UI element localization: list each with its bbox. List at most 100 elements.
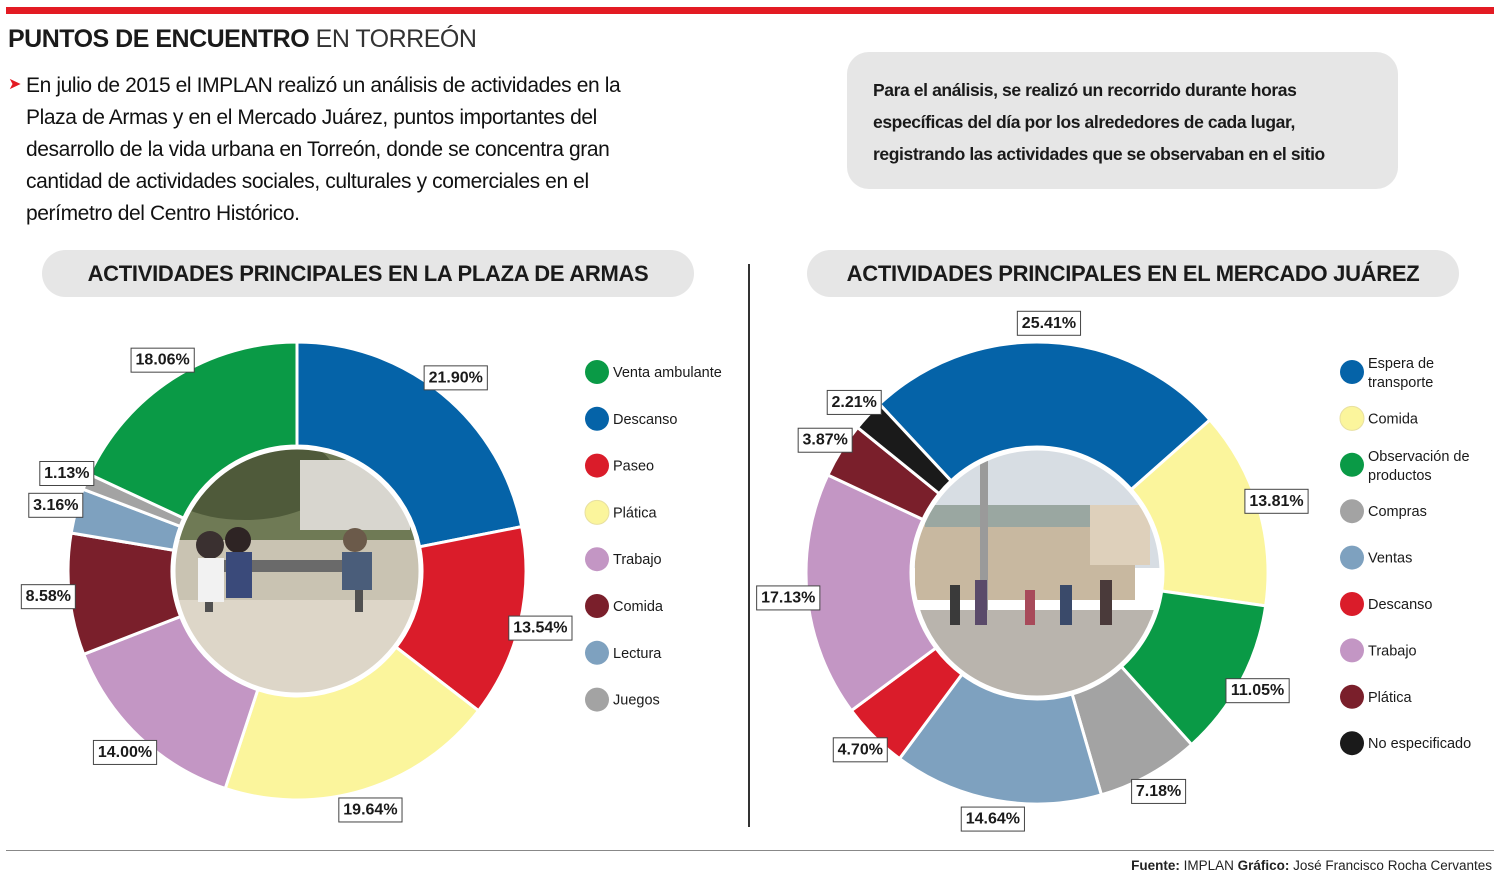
source-value: IMPLAN bbox=[1183, 858, 1234, 873]
legend-swatch bbox=[585, 640, 609, 665]
plaza-data-labels: 21.90% 13.54% 19.64% 14.00% 8.58% 3.16% 1.13% 1… bbox=[20, 347, 573, 823]
data-label-box bbox=[28, 492, 84, 518]
data-label-box bbox=[1225, 678, 1290, 704]
legend-item-juegos: Juegos bbox=[585, 687, 660, 712]
data-label-box bbox=[508, 615, 573, 641]
legend-item-trabajo: Trabajo bbox=[585, 547, 662, 572]
data-label-box bbox=[1016, 310, 1082, 336]
data-label-text: 4.70% bbox=[838, 741, 883, 758]
data-label-box bbox=[1131, 778, 1187, 804]
source-label: Fuente: bbox=[1131, 858, 1180, 873]
source-credit: Fuente: IMPLAN Gráfico: José Francisco R… bbox=[1131, 858, 1492, 873]
data-label-box bbox=[130, 347, 195, 373]
legend-item-platica: Plática bbox=[1340, 684, 1412, 709]
legend-item-espera-de-transporte: Espera de transporte bbox=[1340, 356, 1434, 391]
legend-item-comida: Comida bbox=[585, 594, 664, 618]
data-label-text: 17.13% bbox=[761, 589, 815, 606]
legend-swatch bbox=[1340, 545, 1364, 570]
slice-no-especificado bbox=[855, 401, 954, 496]
data-label-text: 14.00% bbox=[98, 744, 152, 761]
plaza-photo-ring bbox=[172, 446, 422, 696]
legend-swatch bbox=[1340, 638, 1364, 663]
data-label-text: 11.05% bbox=[1231, 682, 1284, 699]
legend-swatch bbox=[1340, 592, 1364, 616]
data-label-trabajo: 14.00% bbox=[92, 739, 158, 765]
data-label-compras: 7.18% bbox=[1131, 778, 1187, 804]
page-title: PUNTOS DE ENCUENTRO EN TORREÓN bbox=[8, 25, 477, 54]
legend-label: Comida bbox=[1368, 411, 1419, 427]
chart-divider bbox=[748, 264, 750, 827]
slice-trabajo bbox=[804, 472, 938, 713]
legend-label: Compras bbox=[1368, 504, 1427, 520]
legend-label: Paseo bbox=[613, 459, 654, 475]
data-label-ventas: 14.64% bbox=[960, 806, 1025, 832]
data-label-box bbox=[797, 427, 853, 453]
market-photo-ring bbox=[911, 447, 1163, 699]
legend-item-paseo: Paseo bbox=[585, 453, 654, 478]
legend-item-compras: Compras bbox=[1340, 499, 1427, 524]
data-label-paseo: 13.54% bbox=[508, 615, 573, 641]
legend-item-comida: Comida bbox=[1339, 405, 1419, 431]
mercado-legend: Espera de transporte Comida Observación de p… bbox=[1339, 356, 1471, 756]
mercado-data-labels: 25.41% 13.81% 11.05% 7.18% 14.64% 4.70% 17.13%… bbox=[756, 310, 1309, 832]
legend-label: Juegos bbox=[613, 693, 660, 709]
data-label-text: 25.41% bbox=[1022, 315, 1076, 332]
data-label-text: 7.18% bbox=[1136, 783, 1181, 800]
data-label-box bbox=[832, 737, 888, 763]
legend-swatch bbox=[1340, 499, 1364, 524]
data-label-box bbox=[1244, 488, 1309, 514]
data-label-platica: 3.87% bbox=[797, 427, 853, 453]
chart-title-plaza: ACTIVIDADES PRINCIPALES EN LA PLAZA DE A… bbox=[42, 250, 694, 297]
data-label-comida: 8.58% bbox=[20, 584, 76, 610]
legend-swatch bbox=[585, 594, 609, 618]
data-label-text: 18.06% bbox=[136, 352, 190, 369]
data-label-box bbox=[826, 389, 882, 415]
title-bold: PUNTOS DE ENCUENTRO bbox=[8, 25, 310, 53]
legend-item-ventas: Ventas bbox=[1340, 545, 1412, 570]
data-label-box bbox=[423, 365, 488, 391]
data-label-box bbox=[20, 584, 76, 610]
legend-item-no-especificado: No especificado bbox=[1340, 731, 1471, 756]
footer-divider bbox=[6, 850, 1494, 851]
legend-swatch bbox=[1340, 684, 1364, 709]
data-label-text: 8.58% bbox=[26, 588, 71, 605]
slice-platica bbox=[223, 645, 481, 802]
slice-espera-de-transporte bbox=[877, 340, 1213, 492]
data-label-no-especificado: 2.21% bbox=[826, 389, 882, 415]
intro-paragraph: En julio de 2015 el IMPLAN realizó un an… bbox=[26, 74, 621, 225]
plaza-donut bbox=[66, 340, 528, 802]
data-label-lectura: 3.16% bbox=[28, 492, 84, 518]
data-label-espera-de-transporte: 25.41% bbox=[1016, 310, 1082, 336]
data-label-observacion-de-productos: 11.05% bbox=[1225, 678, 1290, 704]
legend-item-descanso: Descanso bbox=[585, 406, 677, 431]
data-label-text: 1.13% bbox=[44, 465, 89, 482]
legend-label: Lectura bbox=[613, 646, 662, 662]
legend-label: Espera de transporte bbox=[1368, 356, 1434, 391]
top-accent-bar bbox=[6, 7, 1494, 14]
legend-swatch bbox=[1340, 731, 1364, 756]
data-label-text: 13.54% bbox=[513, 620, 567, 637]
data-label-box bbox=[756, 585, 821, 611]
data-label-text: 19.64% bbox=[343, 801, 397, 818]
data-label-platica: 19.64% bbox=[338, 797, 403, 823]
data-label-text: 2.21% bbox=[832, 394, 877, 411]
data-label-text: 13.81% bbox=[1249, 493, 1303, 510]
data-label-juegos: 1.13% bbox=[39, 460, 95, 486]
data-label-venta-ambulante: 18.06% bbox=[130, 347, 195, 373]
legend-label: Comida bbox=[613, 599, 664, 615]
data-label-box bbox=[338, 797, 403, 823]
legend-label: Descanso bbox=[1368, 597, 1432, 613]
chart-title-mercado: ACTIVIDADES PRINCIPALES EN EL MERCADO JU… bbox=[807, 250, 1459, 297]
legend-item-descanso: Descanso bbox=[1340, 592, 1432, 616]
slice-venta-ambulante bbox=[87, 340, 299, 521]
data-label-descanso: 4.70% bbox=[832, 737, 888, 763]
legend-label: Descanso bbox=[613, 412, 677, 428]
legend-swatch bbox=[584, 499, 610, 525]
legend-swatch bbox=[585, 687, 609, 712]
legend-label: Trabajo bbox=[1368, 643, 1417, 659]
legend-item-observacion-de-productos: Observación de productos bbox=[1340, 449, 1470, 484]
data-label-trabajo: 17.13% bbox=[756, 585, 821, 611]
legend-swatch bbox=[585, 406, 609, 431]
legend-label: Trabajo bbox=[613, 552, 662, 568]
legend-swatch bbox=[585, 360, 609, 384]
